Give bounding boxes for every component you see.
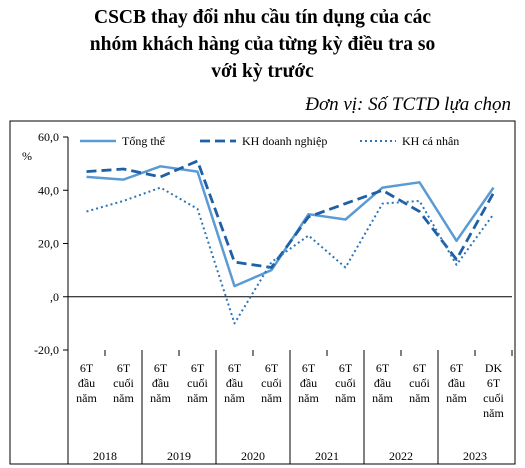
year-label: 2020	[241, 449, 265, 463]
year-label: 2022	[389, 449, 413, 463]
category-label: 6T cuối năm	[261, 361, 282, 405]
year-label: 2021	[315, 449, 339, 463]
y-tick-label: -20,0	[34, 343, 59, 357]
category-label-line: cuối	[113, 376, 134, 390]
category-label-line: 6T	[80, 361, 94, 375]
category-label-line: 6T	[339, 361, 353, 375]
legend-label: Tổng thể	[122, 134, 166, 148]
category-label-line: năm	[483, 406, 504, 420]
category-label-line: DK	[485, 361, 503, 375]
category-label-line: đầu	[78, 376, 95, 390]
category-label-line: năm	[187, 391, 208, 405]
category-label: 6T cuối năm	[187, 361, 208, 405]
unit-label: Đơn vị: Số TCTD lựa chọn	[305, 94, 511, 115]
series-line	[86, 159, 495, 269]
series-line	[86, 186, 495, 325]
category-label-line: năm	[335, 391, 356, 405]
category-label-line: 6T	[413, 361, 427, 375]
category-label-line: năm	[261, 391, 282, 405]
year-label: 2023	[463, 449, 487, 463]
chart-frame	[9, 120, 516, 465]
category-label-line: cuối	[335, 376, 356, 390]
title-line-2: nhóm khách hàng của từng kỳ điều tra so	[89, 34, 436, 55]
category-label-line: 6T	[117, 361, 131, 375]
legend-label: KH cá nhân	[402, 134, 459, 148]
category-label: 6T cuối năm	[335, 361, 356, 405]
category-label: 6T cuối năm	[113, 361, 134, 405]
category-label-line: đầu	[226, 376, 243, 390]
category-label-line: đầu	[152, 376, 169, 390]
category-label-line: 6T	[487, 376, 501, 390]
y-tick-label: ,0	[50, 290, 59, 304]
y-tick-label: 40,0	[38, 183, 59, 197]
category-label: 6T cuối năm	[409, 361, 430, 405]
category-label-line: năm	[298, 391, 319, 405]
category-label-line: cuối	[483, 391, 504, 405]
category-label-line: đầu	[300, 376, 317, 390]
category-label-line: năm	[150, 391, 171, 405]
chart-title: CSCB thay đổi nhu cầu tín dụng của các n…	[0, 4, 525, 85]
category-label-line: năm	[113, 391, 134, 405]
category-label: 6T đầu năm	[372, 361, 393, 405]
y-tick-label: 60,0	[38, 130, 59, 144]
category-label-line: 6T	[302, 361, 316, 375]
category-label-line: cuối	[187, 376, 208, 390]
title-line-1: CSCB thay đổi nhu cầu tín dụng của các	[93, 7, 431, 28]
category-label: 6T đầu năm	[298, 361, 319, 405]
category-label-line: năm	[224, 391, 245, 405]
legend-label: KH doanh nghiệp	[242, 134, 327, 148]
category-label-line: 6T	[265, 361, 279, 375]
category-label-line: cuối	[261, 376, 282, 390]
category-label-line: 6T	[191, 361, 205, 375]
category-label-line: năm	[372, 391, 393, 405]
category-label-line: 6T	[450, 361, 464, 375]
category-label: 6T đầu năm	[150, 361, 171, 405]
category-label: 6T đầu năm	[224, 361, 245, 405]
category-label-line: đầu	[448, 376, 465, 390]
category-label-line: năm	[76, 391, 97, 405]
title-line-3: với kỳ trước	[211, 61, 314, 82]
category-label-line: 6T	[154, 361, 168, 375]
category-label-line: cuối	[409, 376, 430, 390]
category-label-line: đầu	[374, 376, 391, 390]
series-line	[86, 165, 495, 288]
year-label: 2018	[93, 449, 117, 463]
year-label: 2019	[167, 449, 191, 463]
y-axis-unit: %	[22, 149, 32, 163]
category-label: 6T đầu năm	[76, 361, 97, 405]
category-label: 6T đầu năm	[446, 361, 467, 405]
y-tick-label: 20,0	[38, 237, 59, 251]
category-label: DK 6T cuối năm	[483, 361, 504, 420]
category-label-line: 6T	[376, 361, 390, 375]
category-label-line: năm	[446, 391, 467, 405]
category-label-line: năm	[409, 391, 430, 405]
category-label-line: 6T	[228, 361, 242, 375]
